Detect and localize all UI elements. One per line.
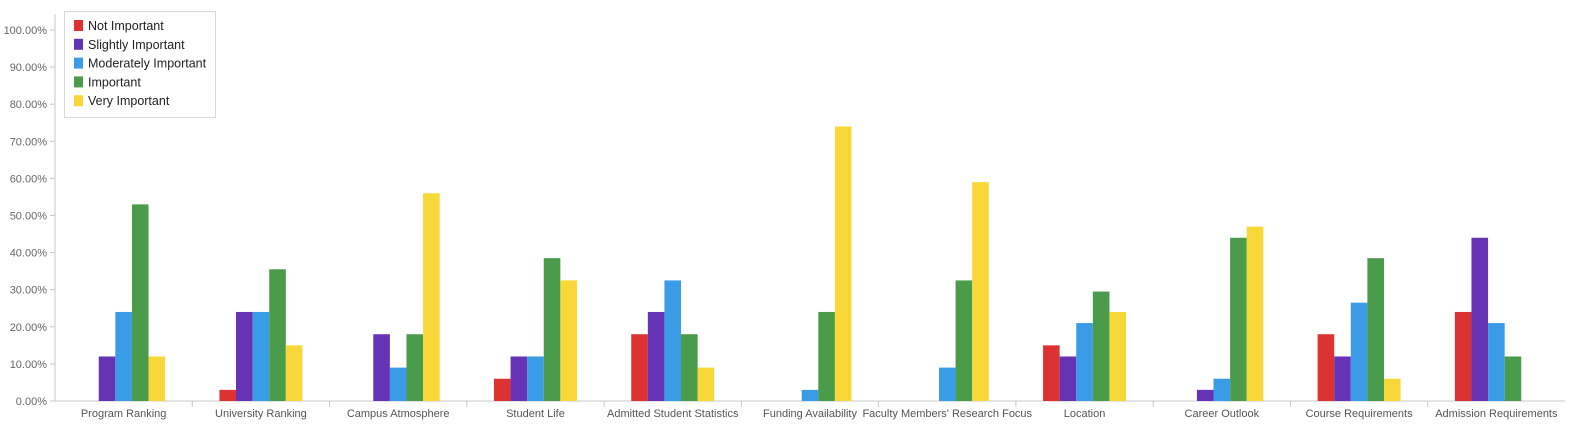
bar-slightly-important [373, 334, 390, 401]
bar-very-important [834, 126, 852, 402]
legend-label: Not Important [88, 19, 164, 33]
x-tick-label: Course Requirements [1306, 408, 1413, 420]
bar-slightly-important [98, 356, 116, 401]
legend-swatch [74, 95, 83, 107]
x-tick-label: Career Outlook [1185, 408, 1260, 420]
legend: Not Important Slightly Important Moderatel… [64, 11, 216, 118]
bar-very-important [423, 193, 440, 401]
bar-important [1504, 356, 1522, 401]
x-axis: Program Ranking University Ranking Campus … [55, 400, 1565, 420]
bar-important [131, 204, 149, 401]
bar-important [269, 269, 286, 401]
bar-slightly-important [1196, 389, 1214, 401]
bar-important [955, 280, 973, 401]
bar-moderately-important [1488, 323, 1505, 401]
bar-moderately-important [938, 367, 956, 401]
bar-moderately-important [801, 389, 819, 401]
bar-very-important [560, 280, 577, 401]
x-tick-label: University Ranking [215, 408, 307, 420]
y-tick-label: 10.00% [10, 359, 48, 371]
y-tick-label: 100.00% [4, 25, 48, 37]
bar-important [818, 311, 835, 401]
y-axis: 0.00% 10.00% 20.00% 30.00% 40.00% 50.00% 60.00… [4, 14, 56, 408]
legend-swatch [74, 38, 83, 50]
y-tick-label: 90.00% [10, 62, 48, 74]
legend-swatch [74, 20, 83, 31]
y-tick-label: 80.00% [10, 99, 48, 111]
x-tick-label: Faculty Members' Research Focus [862, 408, 1032, 420]
legend-label: Important [88, 75, 141, 89]
y-tick-label: 70.00% [10, 136, 48, 148]
legend-swatch [74, 76, 83, 88]
bar-slightly-important [1334, 356, 1351, 401]
bar-moderately-important [252, 311, 270, 401]
bar-important [1230, 237, 1247, 401]
bar-important [543, 258, 561, 401]
x-tick-label: Student Life [506, 408, 565, 420]
legend-label: Very Important [88, 94, 170, 108]
x-tick-label: Program Ranking [81, 408, 167, 420]
bar-not-important [219, 389, 237, 401]
y-tick-label: 30.00% [10, 285, 48, 297]
bar-slightly-important [510, 356, 528, 401]
bar-slightly-important [236, 311, 253, 401]
x-tick-label: Funding Availability [763, 408, 857, 420]
bar-very-important [972, 182, 989, 401]
y-tick-label: 50.00% [10, 211, 48, 223]
bar-very-important [1246, 226, 1264, 401]
legend-swatch [74, 57, 83, 69]
bar-not-important [1454, 311, 1472, 401]
bar-moderately-important [527, 356, 544, 401]
bar-not-important [493, 378, 511, 401]
legend-label: Slightly Important [88, 38, 185, 52]
x-tick-label: Campus Atmosphere [347, 408, 450, 420]
bar-important [1092, 291, 1110, 401]
bar-important [681, 334, 698, 401]
x-tick-label: Location [1064, 408, 1106, 420]
bar-moderately-important [1076, 323, 1093, 401]
bar-important [406, 334, 424, 401]
legend-box [64, 11, 216, 118]
bars [98, 126, 1522, 402]
bar-not-important [1043, 345, 1060, 401]
bar-moderately-important [115, 311, 132, 401]
bar-moderately-important [1350, 302, 1368, 401]
bar-very-important [1109, 311, 1127, 401]
bar-slightly-important [647, 311, 665, 401]
bar-slightly-important [1059, 356, 1077, 401]
y-tick-label: 40.00% [10, 248, 48, 260]
bar-slightly-important [1471, 237, 1489, 401]
x-tick-label: Admission Requirements [1435, 408, 1558, 420]
bar-moderately-important [1213, 378, 1231, 401]
bar-not-important [1317, 334, 1335, 401]
bar-very-important [697, 367, 715, 401]
legend-label: Moderately Important [88, 57, 207, 71]
y-tick-label: 20.00% [10, 322, 48, 334]
y-tick-label: 60.00% [10, 173, 48, 185]
x-tick-label: Admitted Student Statistics [607, 408, 739, 420]
y-tick-label: 0.00% [16, 396, 47, 408]
bar-very-important [148, 356, 166, 401]
bar-very-important [1383, 378, 1401, 401]
bar-moderately-important [664, 280, 682, 401]
bar-not-important [631, 334, 648, 401]
bar-important [1367, 258, 1384, 401]
bar-moderately-important [389, 367, 407, 401]
bar-very-important [285, 345, 303, 401]
